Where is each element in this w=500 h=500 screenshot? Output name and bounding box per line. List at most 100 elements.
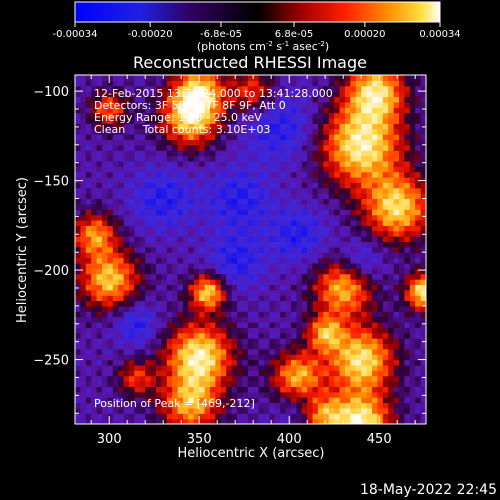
heatmap-cell <box>350 413 357 420</box>
heatmap-cell <box>161 343 168 350</box>
heatmap-cell <box>177 230 184 237</box>
heatmap-cell <box>258 273 265 280</box>
heatmap-cell <box>231 160 238 167</box>
heatmap-cell <box>215 338 222 345</box>
heatmap-cell <box>328 289 335 296</box>
heatmap-cell <box>161 375 168 382</box>
heatmap-cell <box>280 284 287 291</box>
heatmap-cell <box>220 327 227 334</box>
heatmap-cell <box>372 193 378 200</box>
heatmap-cell <box>393 359 400 366</box>
heatmap-cell <box>409 150 416 157</box>
heatmap-cell <box>328 257 335 264</box>
heatmap-cell <box>393 144 400 151</box>
heatmap-cell <box>188 139 195 146</box>
heatmap-cell <box>226 128 233 135</box>
heatmap-cell <box>415 402 422 409</box>
heatmap-cell <box>323 375 330 382</box>
heatmap-cell <box>193 85 200 92</box>
heatmap-cell <box>210 75 216 81</box>
heatmap-cell <box>393 284 400 291</box>
heatmap-cell <box>361 295 368 302</box>
heatmap-cell <box>415 252 422 259</box>
heatmap-cell <box>274 128 281 135</box>
heatmap-cell <box>161 123 168 130</box>
heatmap-cell <box>318 187 324 194</box>
heatmap-cell <box>80 397 87 404</box>
heatmap-cell <box>231 128 238 135</box>
heatmap-cell <box>102 279 108 285</box>
heatmap-cell <box>420 284 426 291</box>
heatmap-cell <box>150 91 157 98</box>
heatmap-cell <box>156 112 162 119</box>
heatmap-cell <box>237 268 243 275</box>
heatmap-cell <box>231 348 238 355</box>
heatmap-cell <box>188 160 195 167</box>
heatmap-cell <box>291 193 297 200</box>
heatmap-cell <box>361 193 368 200</box>
heatmap-cell <box>388 370 395 377</box>
heatmap-cell <box>291 381 297 388</box>
heatmap-cell <box>102 364 108 371</box>
heatmap-cell <box>161 144 168 151</box>
heatmap-cell <box>296 418 303 424</box>
heatmap-cell <box>269 96 276 103</box>
heatmap-cell <box>139 171 146 178</box>
heatmap-cell <box>264 364 270 371</box>
heatmap-cell <box>188 279 195 285</box>
heatmap-cell <box>296 139 303 146</box>
heatmap-cell <box>334 262 341 269</box>
heatmap-cell <box>323 348 330 355</box>
heatmap-cell <box>312 187 319 194</box>
heatmap-cell <box>301 75 308 81</box>
heatmap-cell <box>247 391 254 398</box>
heatmap-cell <box>377 332 384 339</box>
heatmap-cell <box>204 343 211 350</box>
heatmap-cell <box>150 252 157 259</box>
heatmap-cell <box>307 128 314 135</box>
heatmap-cell <box>393 139 400 146</box>
heatmap-cell <box>399 316 405 323</box>
heatmap-cell <box>172 273 179 280</box>
heatmap-cell <box>382 273 389 280</box>
heatmap-cell <box>139 397 146 404</box>
heatmap-cell <box>274 257 281 264</box>
heatmap-cell <box>210 182 216 189</box>
heatmap-cell <box>285 295 292 302</box>
heatmap-cell <box>139 241 146 248</box>
heatmap-cell <box>301 123 308 130</box>
heatmap-cell <box>129 295 135 302</box>
heatmap-cell <box>210 338 216 345</box>
heatmap-cell <box>382 413 389 420</box>
heatmap-cell <box>404 128 411 135</box>
heatmap-cell <box>102 219 108 226</box>
heatmap-cell <box>242 117 249 124</box>
heatmap-cell <box>301 241 308 248</box>
heatmap-cell <box>112 214 119 221</box>
heatmap-cell <box>409 241 416 248</box>
heatmap-cell <box>123 279 130 285</box>
heatmap-cell <box>280 300 287 307</box>
heatmap-cell <box>409 80 416 87</box>
heatmap-cell <box>409 219 416 226</box>
heatmap-cell <box>91 225 98 232</box>
heatmap-cell <box>210 279 216 285</box>
heatmap-cell <box>415 413 422 420</box>
heatmap-cell <box>145 284 152 291</box>
heatmap-cell <box>123 246 130 253</box>
heatmap-cell <box>91 252 98 259</box>
heatmap-cell <box>258 193 265 200</box>
heatmap-cell <box>112 80 119 87</box>
heatmap-cell <box>139 316 146 323</box>
heatmap-cell <box>393 96 400 103</box>
heatmap-cell <box>85 284 92 291</box>
heatmap-cell <box>404 198 411 205</box>
heatmap-cell <box>404 327 411 334</box>
heatmap-cell <box>123 348 130 355</box>
heatmap-cell <box>231 407 238 414</box>
heatmap-cell <box>334 252 341 259</box>
heatmap-cell <box>388 359 395 366</box>
heatmap-cell <box>80 305 87 312</box>
heatmap-cell <box>280 101 287 108</box>
heatmap-cell <box>318 203 324 210</box>
